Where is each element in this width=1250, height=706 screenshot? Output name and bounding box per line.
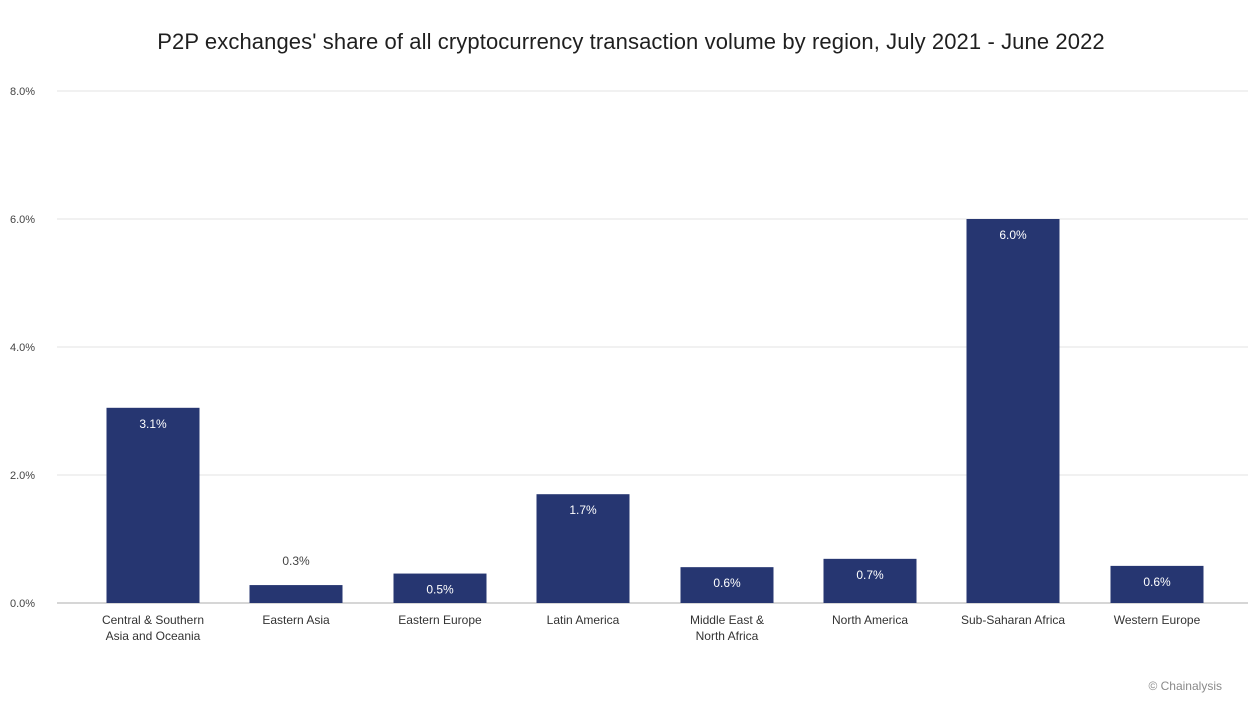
source-credit: © Chainalysis (1148, 679, 1222, 693)
bar (823, 558, 917, 603)
bar (249, 585, 343, 603)
x-tick-label: Sub-Saharan Africa (961, 613, 1065, 627)
y-axis-ticks: 0.0% 2.0% 4.0% 6.0% 8.0% (10, 86, 35, 610)
bar-value-label: 0.5% (426, 583, 454, 597)
chart-title: P2P exchanges' share of all cryptocurren… (157, 29, 1105, 54)
y-tick-label: 8.0% (10, 86, 35, 98)
x-tick-label: Latin America (547, 613, 620, 627)
bar-value-label: 0.6% (713, 576, 741, 590)
bar (680, 567, 774, 603)
bar-value-label: 0.6% (1143, 575, 1171, 589)
y-tick-label: 2.0% (10, 470, 35, 482)
bar (106, 407, 200, 603)
y-tick-label: 6.0% (10, 214, 35, 226)
bar-value-label: 0.3% (282, 554, 310, 568)
bar-value-label: 1.7% (569, 503, 597, 517)
gridlines (57, 90, 1248, 604)
bar (966, 219, 1060, 603)
bar (1110, 565, 1204, 603)
bar (393, 573, 487, 603)
x-tick-label: Western Europe (1114, 613, 1201, 627)
bar-value-label: 6.0% (999, 228, 1027, 242)
bar-value-label: 0.7% (856, 568, 884, 582)
x-tick-label: North America (832, 613, 908, 627)
bars (106, 219, 1204, 603)
bar-value-label: 3.1% (139, 417, 167, 431)
x-tick-label: Eastern Europe (398, 613, 482, 627)
x-tick-label: Middle East & North Africa (690, 613, 764, 643)
x-axis-ticks: Central & Southern Asia and Oceania Easter… (102, 613, 1201, 643)
bar (536, 494, 630, 603)
y-tick-label: 0.0% (10, 598, 35, 610)
x-tick-label: Eastern Asia (262, 613, 330, 627)
y-tick-label: 4.0% (10, 342, 35, 354)
x-tick-label: Central & Southern Asia and Oceania (102, 613, 204, 643)
value-labels: 3.1% 0.3% 0.5% 1.7% 0.6% 0.7% 6.0% 0.6% (139, 228, 1171, 597)
